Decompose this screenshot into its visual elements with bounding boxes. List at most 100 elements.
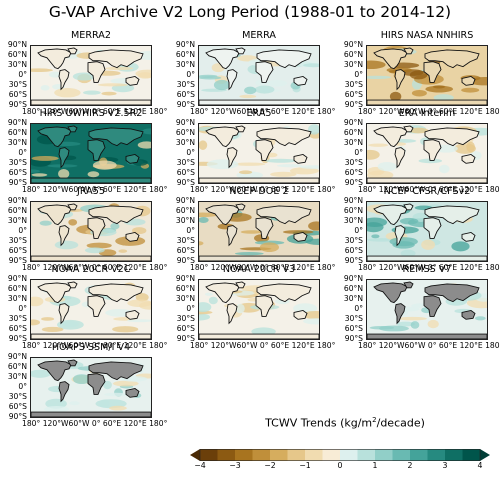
panel-title: NOAA 20CR V2C [51,264,131,275]
latitude-label: 30°S [8,158,27,167]
latitude-label: 30°S [8,392,27,401]
colorbar-segment [445,449,463,461]
trend-anomaly [208,296,218,305]
latitude-label: 30°S [176,80,195,89]
continent-outline [58,147,70,169]
trend-anomaly [57,319,84,330]
trend-map [366,123,488,184]
latitude-label: 30°S [344,80,363,89]
colorbar-tick-label: −3 [229,461,241,470]
continent-outline [367,177,487,183]
trend-anomaly [44,405,69,413]
trend-anomaly [270,171,297,177]
trend-anomaly [127,319,151,323]
latitude-label: 30°S [344,314,363,323]
trend-anomaly [127,299,151,308]
colorbar-segment [340,449,358,461]
continent-outline [87,373,106,395]
latitude-label: 30°N [7,372,27,381]
panel-title: HOAPS SSM/I V4 [51,342,131,353]
trend-anomaly [389,91,402,102]
trend-map [366,45,488,106]
trend-anomaly [31,319,40,326]
latitude-label: 60°N [343,284,363,293]
longitude-labels: 180° 120°W60°W 0° 60°E 120°E 180° [22,263,168,272]
trend-anomaly [113,380,139,387]
latitude-label: 60°N [175,50,195,59]
continent-outline [125,154,140,164]
trend-anomaly [400,249,416,258]
latitude-label: 60°N [7,362,27,371]
map-panel: HIRS UWHIRS V2.5R2 90°N 60°N 30°N 0° 30°S 60°S… [0,108,168,200]
trend-anomaly [451,241,470,252]
continent-outline [37,282,72,304]
trend-anomaly [234,252,264,256]
colorbar-segment [410,449,428,461]
panel-title: ERA5 [246,108,272,119]
figure-title: G-VAP Archive V2 Long Period (1988-01 to… [48,3,452,21]
longitude-labels: 180° 120°W60°W 0° 60°E 120°E 180° [22,341,168,350]
latitude-label: 30°S [8,80,27,89]
panel-title: HIRS UWHIRS V2.5R2 [39,108,143,119]
latitude-label: 90°S [176,178,195,187]
trend-map [30,357,152,418]
latitude-label: 30°N [175,216,195,225]
trend-map [198,123,320,184]
latitude-label: 0° [186,226,195,235]
latitude-label: 60°N [343,128,363,137]
trend-anomaly [101,91,117,96]
map-panel: HOAPS SSM/I V4 90°N 60°N 30°N 0° 30°S 60°S 90°S… [0,342,168,434]
latitude-label: 30°N [7,60,27,69]
trend-anomaly [69,401,80,406]
continent-outline [293,232,308,242]
trend-anomaly [31,169,40,173]
latitude-label: 90°S [344,100,363,109]
continent-outline [87,61,106,83]
trend-anomaly [118,249,128,253]
latitude-label: 90°N [175,274,195,283]
continent-outline [67,359,78,367]
continent-outline [255,139,274,161]
latitude-label: 0° [18,382,27,391]
continent-outline [125,76,140,86]
trend-anomaly [72,72,95,81]
colorbar-segment [375,449,393,461]
latitude-label: 90°N [7,40,27,49]
trend-anomaly [103,380,112,390]
longitude-labels: 180° 120°W60°W 0° 60°E 120°E 180° [190,185,336,194]
colorbar-title-sup: 2 [372,416,377,424]
trend-anomaly [199,313,210,321]
colorbar-segment [200,449,218,461]
latitude-label: 60°N [7,206,27,215]
continent-outline [403,47,414,55]
latitude-label: 90°N [343,196,363,205]
colorbar-segment [252,449,271,461]
continent-outline [87,217,106,239]
latitude-label: 60°N [7,50,27,59]
continent-outline [256,127,312,147]
latitude-label: 30°N [175,294,195,303]
trend-anomaly [289,167,319,175]
map-panel: JRA55 90°N 60°N 30°N 0° 30°S 60°S 90°S 180° 120°… [0,186,168,278]
continent-outline [31,177,151,183]
colorbar-tick-label: 0 [337,461,343,470]
continent-outline [461,154,476,164]
trend-anomaly [367,149,380,160]
latitude-label: 30°S [176,236,195,245]
trend-anomaly [199,302,212,313]
trend-anomaly [410,321,420,329]
latitude-label: 0° [186,304,195,313]
trend-anomaly [282,230,314,234]
continent-outline [403,281,414,289]
continent-outline [31,99,151,105]
continent-outline [205,282,240,304]
trend-anomaly [86,242,112,249]
trend-anomaly [389,237,418,247]
panel-title: NOAA 20CR V3 [222,264,296,275]
latitude-label: 90°N [175,40,195,49]
trend-anomaly [234,162,266,166]
colorbar-tick-label: −1 [299,461,311,470]
colorbar-tick-label: −2 [264,461,276,470]
trend-anomaly [97,83,128,87]
trend-anomaly [240,230,263,234]
